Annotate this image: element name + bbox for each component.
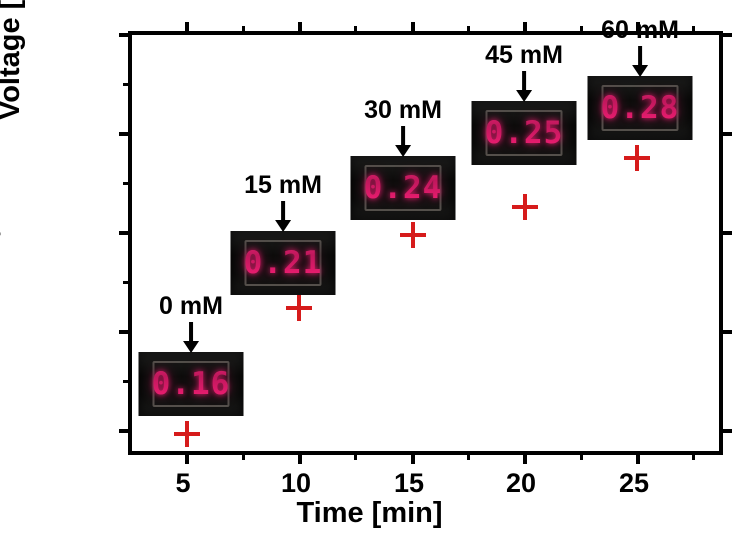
meter-photo-30mM: 0.24 xyxy=(350,156,456,220)
data-point-marker xyxy=(624,145,650,171)
x-minor-tick-top xyxy=(467,26,470,35)
x-minor-tick xyxy=(467,451,470,460)
meter-reading: 0.25 xyxy=(484,115,564,151)
x-minor-tick-top xyxy=(354,26,357,35)
down-arrow-icon xyxy=(514,71,534,103)
y-major-tick-right xyxy=(719,33,732,37)
x-major-tick-top xyxy=(411,22,415,35)
x-minor-tick-top xyxy=(580,26,583,35)
x-major-tick xyxy=(636,451,640,464)
x-minor-tick xyxy=(580,451,583,460)
data-point-marker xyxy=(286,295,312,321)
down-arrow-icon xyxy=(630,46,650,78)
down-arrow-icon xyxy=(393,126,413,158)
annotation-60mM: 60 mM xyxy=(601,16,679,78)
y-major-tick xyxy=(119,132,132,136)
y-major-tick xyxy=(119,330,132,334)
x-major-tick xyxy=(298,451,302,464)
x-minor-tick xyxy=(692,451,695,460)
y-major-tick-right xyxy=(719,429,732,433)
x-minor-tick-top xyxy=(242,26,245,35)
meter-photo-0mM: 0.16 xyxy=(138,352,244,416)
down-arrow-icon xyxy=(181,322,201,354)
annotation-45mM: 45 mM xyxy=(485,41,563,103)
x-tick-label-25: 25 xyxy=(618,468,650,498)
meter-reading: 0.16 xyxy=(151,366,231,402)
meter-reading: 0.21 xyxy=(243,245,323,281)
annotation-0mM: 0 mM xyxy=(159,292,223,354)
annotation-label: 0 mM xyxy=(159,292,223,320)
annotation-label: 45 mM xyxy=(485,41,563,69)
x-tick-label-20: 20 xyxy=(505,468,537,498)
x-major-tick xyxy=(523,451,527,464)
y-minor-tick xyxy=(123,83,132,86)
meter-bezel xyxy=(485,109,563,157)
meter-bezel xyxy=(364,164,442,212)
meter-reading: 0.24 xyxy=(363,170,443,206)
x-major-tick xyxy=(411,451,415,464)
annotation-label: 30 mM xyxy=(364,96,442,124)
y-minor-tick xyxy=(123,380,132,383)
y-axis-title: Voltage [V] xyxy=(0,0,26,120)
y-minor-tick xyxy=(123,281,132,284)
down-arrow-icon xyxy=(273,201,293,233)
x-tick-label-15: 15 xyxy=(393,468,425,498)
meter-photo-60mM: 0.28 xyxy=(587,76,693,140)
x-tick-label-5: 5 xyxy=(175,468,191,498)
x-axis-title: Time [min] xyxy=(296,497,443,529)
meter-bezel xyxy=(601,84,679,132)
y-major-tick xyxy=(119,429,132,433)
meter-photo-15mM: 0.21 xyxy=(230,231,336,295)
x-major-tick xyxy=(185,451,189,464)
meter-bezel xyxy=(152,360,230,408)
y-major-tick xyxy=(119,231,132,235)
annotation-30mM: 30 mM xyxy=(364,96,442,158)
data-point-marker xyxy=(400,222,426,248)
y-major-tick-right xyxy=(719,132,732,136)
x-major-tick-top xyxy=(185,22,189,35)
meter-photo-45mM: 0.25 xyxy=(471,101,577,165)
x-major-tick-top xyxy=(523,22,527,35)
annotation-15mM: 15 mM xyxy=(244,171,322,233)
y-major-tick xyxy=(119,33,132,37)
meter-reading: 0.28 xyxy=(600,90,680,126)
annotation-label: 15 mM xyxy=(244,171,322,199)
y-minor-tick xyxy=(123,182,132,185)
x-major-tick-top xyxy=(636,22,640,35)
x-minor-tick xyxy=(242,451,245,460)
x-major-tick-top xyxy=(298,22,302,35)
data-point-marker xyxy=(174,421,200,447)
y-major-tick-right xyxy=(719,330,732,334)
x-minor-tick-top xyxy=(692,26,695,35)
x-minor-tick xyxy=(354,451,357,460)
meter-bezel xyxy=(244,239,322,287)
data-point-marker xyxy=(512,194,538,220)
plot-area: 0.16 0.21 0.24 0.25 0.28 0 mM xyxy=(119,17,732,464)
x-tick-label-10: 10 xyxy=(280,468,312,498)
annotation-label: 60 mM xyxy=(601,16,679,44)
y-major-tick-right xyxy=(719,231,732,235)
